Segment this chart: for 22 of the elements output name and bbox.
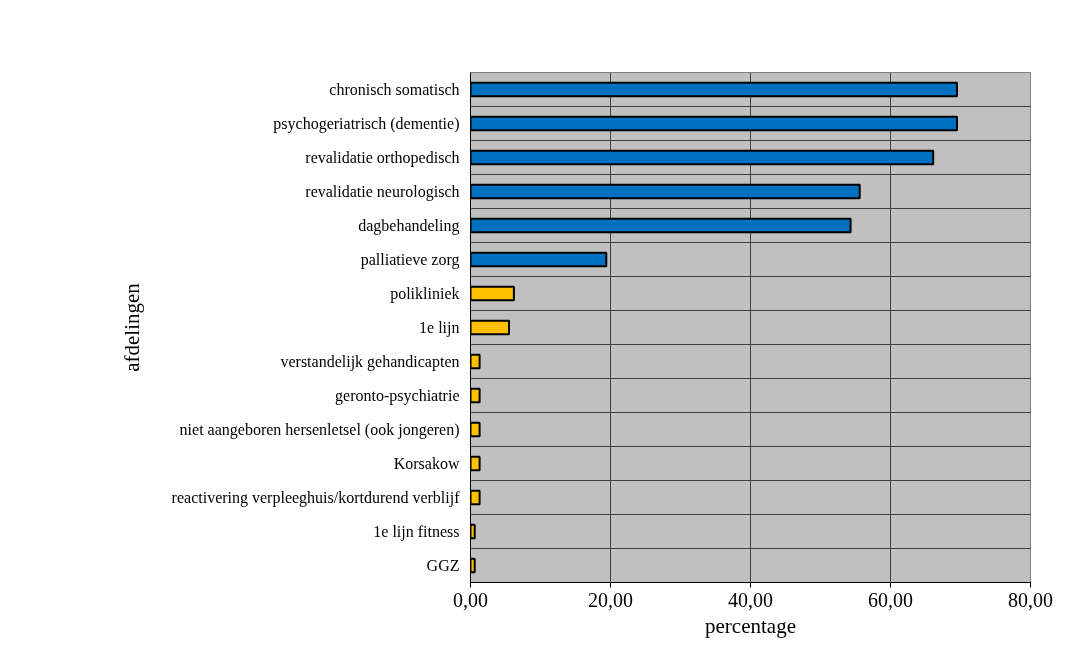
- x-tick-label: 40,00: [728, 588, 773, 611]
- x-tick-label: 60,00: [868, 588, 913, 611]
- y-tick-label: palliatieve zorg: [360, 251, 460, 269]
- x-tick-label: 20,00: [588, 588, 633, 611]
- y-tick-label: polikliniek: [390, 285, 460, 303]
- y-tick-label: Korsakow: [393, 455, 460, 472]
- y-tick-label: revalidatie orthopedisch: [305, 149, 460, 167]
- y-tick-label: 1e lijn: [419, 319, 460, 337]
- y-tick-label: chronisch somatisch: [329, 81, 460, 98]
- y-axis-title: afdelingen: [119, 282, 144, 372]
- y-tick-label: reactivering verpleeghuis/kortdurend verblijf: [171, 489, 461, 507]
- y-tick-label: geronto-psychiatrie: [335, 387, 460, 405]
- y-tick-label: revalidatie neurologisch: [305, 183, 460, 201]
- y-tick-label: GGZ: [426, 557, 460, 574]
- y-tick-label: niet aangeboren hersenletsel (ook jongeren): [179, 421, 460, 439]
- y-tick-label: 1e lijn fitness: [373, 523, 460, 541]
- y-tick-label: psychogeriatrisch (dementie): [273, 115, 460, 133]
- x-tick-label: 0,00: [453, 588, 488, 611]
- x-tick-label: 80,00: [1008, 588, 1053, 611]
- y-tick-label: verstandelijk gehandicapten: [280, 353, 460, 371]
- y-tick-label: dagbehandeling: [358, 217, 460, 235]
- x-axis-title: percentage: [705, 613, 796, 638]
